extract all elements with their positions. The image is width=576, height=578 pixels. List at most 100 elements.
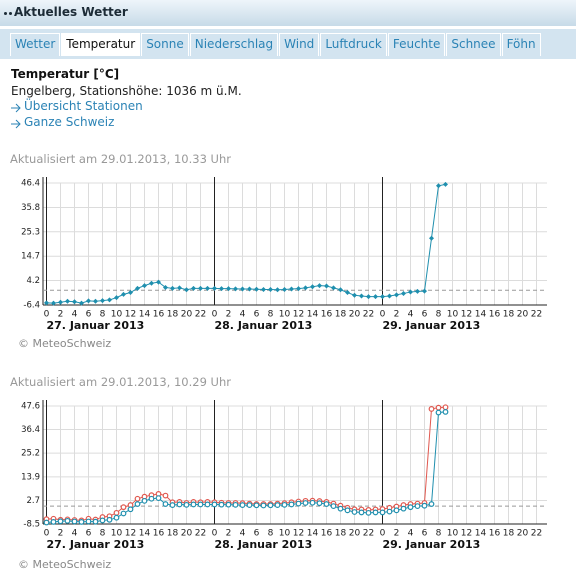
day-label: 28. Januar 2013: [215, 538, 313, 551]
marker: [177, 285, 182, 291]
marker: [218, 501, 225, 508]
x-tick-label: 18: [335, 529, 347, 539]
x-tick-label: 12: [125, 310, 136, 320]
marker: [113, 514, 120, 521]
y-tick-label: 2.7: [26, 496, 40, 506]
y-tick-label: 4.2: [26, 276, 40, 286]
marker: [330, 503, 337, 510]
y-tick-label: 47.6: [21, 402, 40, 412]
x-tick-label: 20: [181, 310, 193, 320]
tab[interactable]: Schnee: [446, 33, 501, 56]
x-tick-label: 14: [475, 529, 487, 539]
marker: [267, 502, 274, 509]
marker: [344, 507, 351, 514]
tab[interactable]: Feuchte: [387, 33, 446, 56]
marker: [373, 294, 378, 300]
marker: [428, 406, 435, 412]
tab[interactable]: Temperatur: [61, 33, 141, 56]
marker: [253, 502, 260, 509]
x-tick-label: 20: [349, 310, 361, 320]
series-line: [46, 183, 446, 304]
tab[interactable]: Wind: [279, 33, 320, 56]
marker: [310, 284, 315, 290]
updated-text: Aktualisiert am 29.01.2013, 10.29 Uhr: [10, 375, 231, 389]
marker: [414, 503, 421, 510]
marker: [50, 518, 57, 525]
x-tick-label: 4: [72, 310, 78, 320]
x-tick-label: 6: [254, 529, 260, 539]
x-tick-label: 20: [517, 310, 529, 320]
marker: [393, 507, 400, 514]
marker: [204, 501, 211, 508]
tab[interactable]: Niederschlag: [189, 33, 279, 56]
marker: [141, 497, 148, 504]
x-tick-label: 18: [503, 529, 515, 539]
x-tick-label: 8: [268, 529, 274, 539]
marker: [85, 518, 92, 525]
marker: [43, 519, 50, 526]
tab[interactable]: Sonne: [141, 33, 189, 56]
link[interactable]: Übersicht Stationen: [24, 99, 143, 113]
marker: [394, 292, 399, 298]
y-tick-label: 46.4: [21, 179, 40, 189]
marker: [183, 501, 190, 508]
x-tick-label: 0: [380, 310, 386, 320]
marker: [366, 294, 371, 300]
x-tick-label: 22: [531, 529, 542, 539]
x-tick-label: 12: [461, 310, 472, 320]
x-tick-label: 14: [475, 310, 487, 320]
marker: [282, 287, 287, 293]
marker: [281, 501, 288, 508]
tab[interactable]: Wetter: [10, 33, 61, 56]
arrow-icon: [11, 103, 21, 113]
marker: [289, 286, 294, 292]
marker: [401, 290, 406, 296]
x-tick-label: 0: [44, 310, 50, 320]
x-tick-label: 4: [240, 529, 246, 539]
x-tick-label: 4: [408, 529, 414, 539]
x-tick-label: 2: [58, 529, 64, 539]
tab[interactable]: Luftdruck: [320, 33, 387, 56]
icon: [9, 12, 12, 15]
y-tick-label: 36.4: [21, 425, 40, 435]
x-tick-label: 22: [531, 310, 542, 320]
x-tick-label: 16: [489, 529, 501, 539]
marker: [212, 285, 217, 291]
marker: [197, 501, 204, 508]
x-tick-label: 4: [408, 310, 414, 320]
y-tick-label: 25.3: [21, 227, 40, 237]
x-tick-label: 22: [195, 310, 206, 320]
updated-text: Aktualisiert am 29.01.2013, 10.33 Uhr: [10, 152, 231, 166]
marker: [155, 495, 162, 502]
y-tick-label: 13.9: [21, 472, 40, 482]
marker: [149, 280, 154, 286]
source: © MeteoSchweiz: [18, 337, 112, 350]
y-tick-label: 25.2: [21, 449, 40, 459]
x-tick-label: 12: [293, 310, 304, 320]
marker: [113, 509, 120, 516]
y-tick-label: 35.8: [21, 203, 40, 213]
marker: [268, 287, 273, 293]
marker: [442, 404, 449, 411]
x-tick-label: 16: [153, 529, 165, 539]
y-tick-label: 14.7: [21, 252, 40, 262]
marker: [100, 298, 105, 304]
chart: 0 2 4 6 8 10 12 14 16 18 20 22 0 2 4 6 8 10 12 14 16 18 20 22 0 2…: [21, 400, 547, 551]
marker: [288, 501, 295, 508]
marker: [435, 404, 442, 411]
x-tick-label: 6: [86, 310, 92, 320]
marker: [78, 518, 85, 525]
x-tick-label: 12: [125, 529, 136, 539]
marker: [303, 285, 308, 291]
link[interactable]: Ganze Schweiz: [24, 115, 115, 129]
x-tick-label: 18: [167, 310, 179, 320]
day-label: 29. Januar 2013: [383, 538, 481, 551]
x-tick-label: 2: [226, 310, 232, 320]
marker: [442, 408, 449, 415]
y-tick-label: -6.4: [23, 301, 40, 311]
tab[interactable]: Föhn: [501, 33, 541, 56]
marker: [415, 288, 420, 294]
marker: [114, 295, 119, 301]
marker: [107, 297, 112, 303]
x-tick-label: 4: [240, 310, 246, 320]
